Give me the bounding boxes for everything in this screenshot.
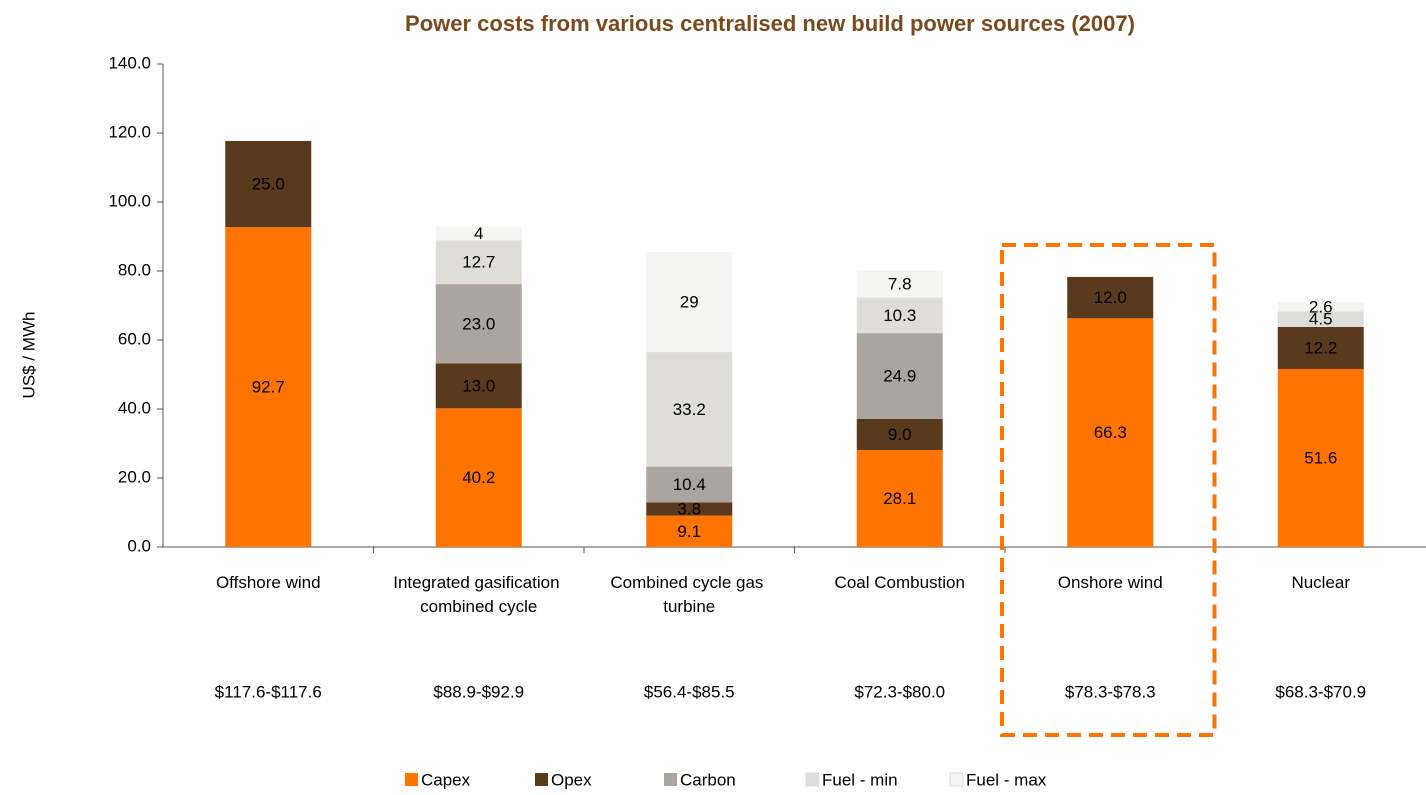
bar-segment	[646, 252, 733, 353]
bar-segment	[1067, 276, 1154, 319]
data-label: 33.2	[673, 400, 706, 419]
bar-segment	[856, 450, 943, 547]
bar-segment	[435, 240, 522, 285]
y-tick-label: 140.0	[108, 53, 151, 72]
data-label: 3.8	[677, 500, 701, 519]
data-label: 12.2	[1304, 338, 1337, 357]
x-tick-label: Coal Combustion	[835, 573, 965, 592]
data-label: 12.7	[462, 253, 495, 272]
legend-label: Opex	[551, 770, 592, 789]
data-label: 28.1	[883, 489, 916, 508]
data-label: 9.1	[677, 522, 701, 541]
data-label: 66.3	[1094, 423, 1127, 442]
y-axis-label: US$ / MWh	[19, 312, 38, 399]
range-label: $68.3-$70.9	[1275, 682, 1366, 701]
bar-segment	[1067, 318, 1154, 547]
bar-segment	[856, 419, 943, 451]
x-tick-label: Offshore wind	[216, 573, 321, 592]
legend-label: Carbon	[680, 770, 736, 789]
data-label: 10.3	[883, 306, 916, 325]
bar-segment	[435, 226, 522, 241]
legend-swatch	[664, 773, 677, 786]
bar-segment	[225, 227, 312, 547]
bar-segment	[856, 270, 943, 298]
data-label: 51.6	[1304, 448, 1337, 467]
bar-segment	[856, 297, 943, 334]
range-label: $117.6-$117.6	[215, 682, 322, 701]
bar-segment	[646, 352, 733, 467]
bar-segment	[435, 284, 522, 364]
data-label: 13.0	[462, 376, 495, 395]
bar-segment	[225, 140, 312, 228]
bar-segment	[856, 333, 943, 420]
bar-segment	[435, 408, 522, 547]
data-label: 4	[474, 224, 483, 243]
y-tick-label: 40.0	[118, 398, 151, 417]
range-label: $88.9-$92.9	[433, 682, 524, 701]
bar-segment	[1277, 311, 1364, 327]
range-label: $72.3-$80.0	[854, 682, 945, 701]
bar-segment	[1277, 302, 1364, 312]
range-label: $78.3-$78.3	[1065, 682, 1156, 701]
bar-segment	[646, 502, 733, 516]
bar-segment	[646, 466, 733, 503]
y-tick-label: 0.0	[127, 536, 151, 555]
legend-swatch	[949, 772, 964, 787]
y-tick-label: 20.0	[118, 467, 151, 486]
legend-label: Fuel - min	[822, 770, 898, 789]
data-label: 24.9	[883, 367, 916, 386]
range-label: $56.4-$85.5	[644, 682, 735, 701]
data-label: 7.8	[888, 275, 912, 294]
x-tick-label: Combined cycle gas turbine	[610, 573, 768, 616]
data-label: 2.6	[1309, 297, 1333, 316]
bar-segment	[435, 363, 522, 409]
legend-swatch	[535, 773, 548, 786]
data-label: 4.5	[1309, 310, 1333, 329]
legend-swatch	[405, 773, 418, 786]
legend-label: Capex	[421, 770, 471, 789]
data-label: 40.2	[462, 468, 495, 487]
data-label: 92.7	[252, 378, 285, 397]
legend-swatch	[805, 772, 820, 787]
y-tick-label: 60.0	[118, 329, 151, 348]
legend-label: Fuel - max	[966, 770, 1047, 789]
data-label: 10.4	[673, 475, 706, 494]
x-tick-label: Integrated gasification combined cycle	[393, 573, 564, 616]
x-tick-label: Nuclear	[1291, 573, 1350, 592]
data-label: 29	[680, 293, 699, 312]
bar-segment	[1277, 368, 1364, 547]
data-label: 9.0	[888, 425, 912, 444]
y-tick-label: 100.0	[108, 191, 151, 210]
y-tick-label: 120.0	[108, 122, 151, 141]
data-label: 23.0	[462, 314, 495, 333]
data-label: 25.0	[252, 175, 285, 194]
bar-segment	[646, 515, 733, 547]
bar-segment	[1277, 326, 1364, 369]
data-label: 12.0	[1094, 288, 1127, 307]
chart-title: Power costs from various centralised new…	[405, 11, 1135, 36]
x-tick-label: Onshore wind	[1058, 573, 1163, 592]
y-tick-label: 80.0	[118, 260, 151, 279]
